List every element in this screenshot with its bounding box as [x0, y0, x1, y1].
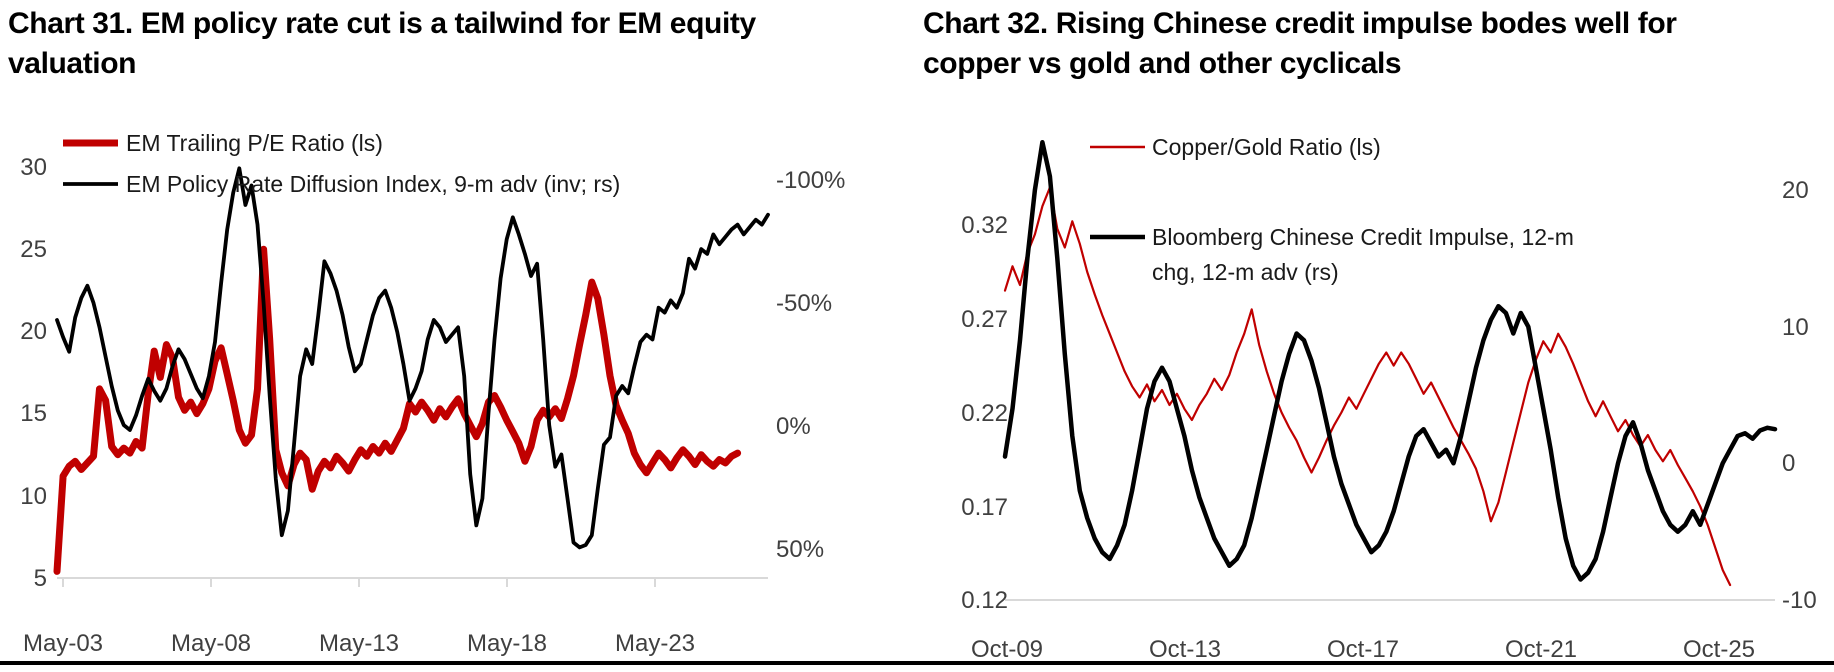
- right-tick-label: -100%: [776, 167, 845, 194]
- series-line-0: [1003, 186, 1732, 587]
- chart-31-panel: Chart 31. EM policy rate cut is a tailwi…: [0, 0, 860, 660]
- series-line-0: [53, 245, 742, 575]
- x-tick-label: Oct-09: [971, 636, 1043, 660]
- chart-32-plot: Oct-09 Oct-13 Oct-17 Oct-21 Oct-25 0.32 0.27 0.…: [961, 134, 1817, 660]
- left-tick-label: 5: [34, 565, 47, 592]
- chart-31-title: Chart 31. EM policy rate cut is a tailwi…: [8, 7, 756, 80]
- x-tick-label: May-18: [467, 630, 547, 657]
- chart-32-panel: Chart 32. Rising Chinese credit impulse …: [860, 0, 1834, 660]
- right-tick-label: 10: [1782, 314, 1809, 341]
- x-tick-label: May-08: [171, 630, 251, 657]
- left-tick-label: 10: [20, 483, 47, 510]
- x-tick-label: Oct-17: [1327, 636, 1399, 660]
- legend-label-0: EM Trailing P/E Ratio (ls): [126, 130, 383, 156]
- left-tick-label: 0.27: [961, 306, 1008, 333]
- x-tick-label: Oct-21: [1505, 636, 1577, 660]
- right-tick-label: -10: [1782, 587, 1817, 614]
- right-tick-label: 20: [1782, 177, 1809, 204]
- legend-label-1: Bloomberg Chinese Credit Impulse, 12-m: [1152, 224, 1574, 250]
- legend-label-1: chg, 12-m adv (rs): [1152, 259, 1339, 285]
- legend-label-0: Copper/Gold Ratio (ls): [1152, 134, 1381, 160]
- chart-32-title: Chart 32. Rising Chinese credit impulse …: [923, 7, 1677, 80]
- left-tick-label: 0.17: [961, 494, 1008, 521]
- x-tick-label: Oct-25: [1683, 636, 1755, 660]
- left-tick-label: 0.22: [961, 400, 1008, 427]
- left-tick-label: 25: [20, 236, 47, 263]
- legend-label-1: EM Policy Rate Diffusion Index, 9-m adv …: [126, 171, 620, 197]
- left-tick-label: 0.12: [961, 587, 1008, 614]
- series-line-1: [1002, 139, 1778, 582]
- x-tick-label: May-23: [615, 630, 695, 657]
- left-tick-label: 0.32: [961, 212, 1008, 239]
- chart-31-plot: May-03 May-08 May-13 May-18 May-23 30 25 20 15 10…: [20, 130, 845, 657]
- x-tick-label: May-13: [319, 630, 399, 657]
- right-tick-label: -50%: [776, 290, 832, 317]
- footer-rule: [0, 661, 1834, 665]
- series-line-1: [55, 166, 770, 550]
- right-tick-label: 0: [1782, 450, 1795, 477]
- right-tick-label: 50%: [776, 536, 824, 563]
- left-tick-label: 30: [20, 154, 47, 181]
- left-tick-label: 20: [20, 318, 47, 345]
- left-tick-label: 15: [20, 400, 47, 427]
- right-tick-label: 0%: [776, 413, 811, 440]
- x-tick-label: Oct-13: [1149, 636, 1221, 660]
- x-tick-label: May-03: [23, 630, 103, 657]
